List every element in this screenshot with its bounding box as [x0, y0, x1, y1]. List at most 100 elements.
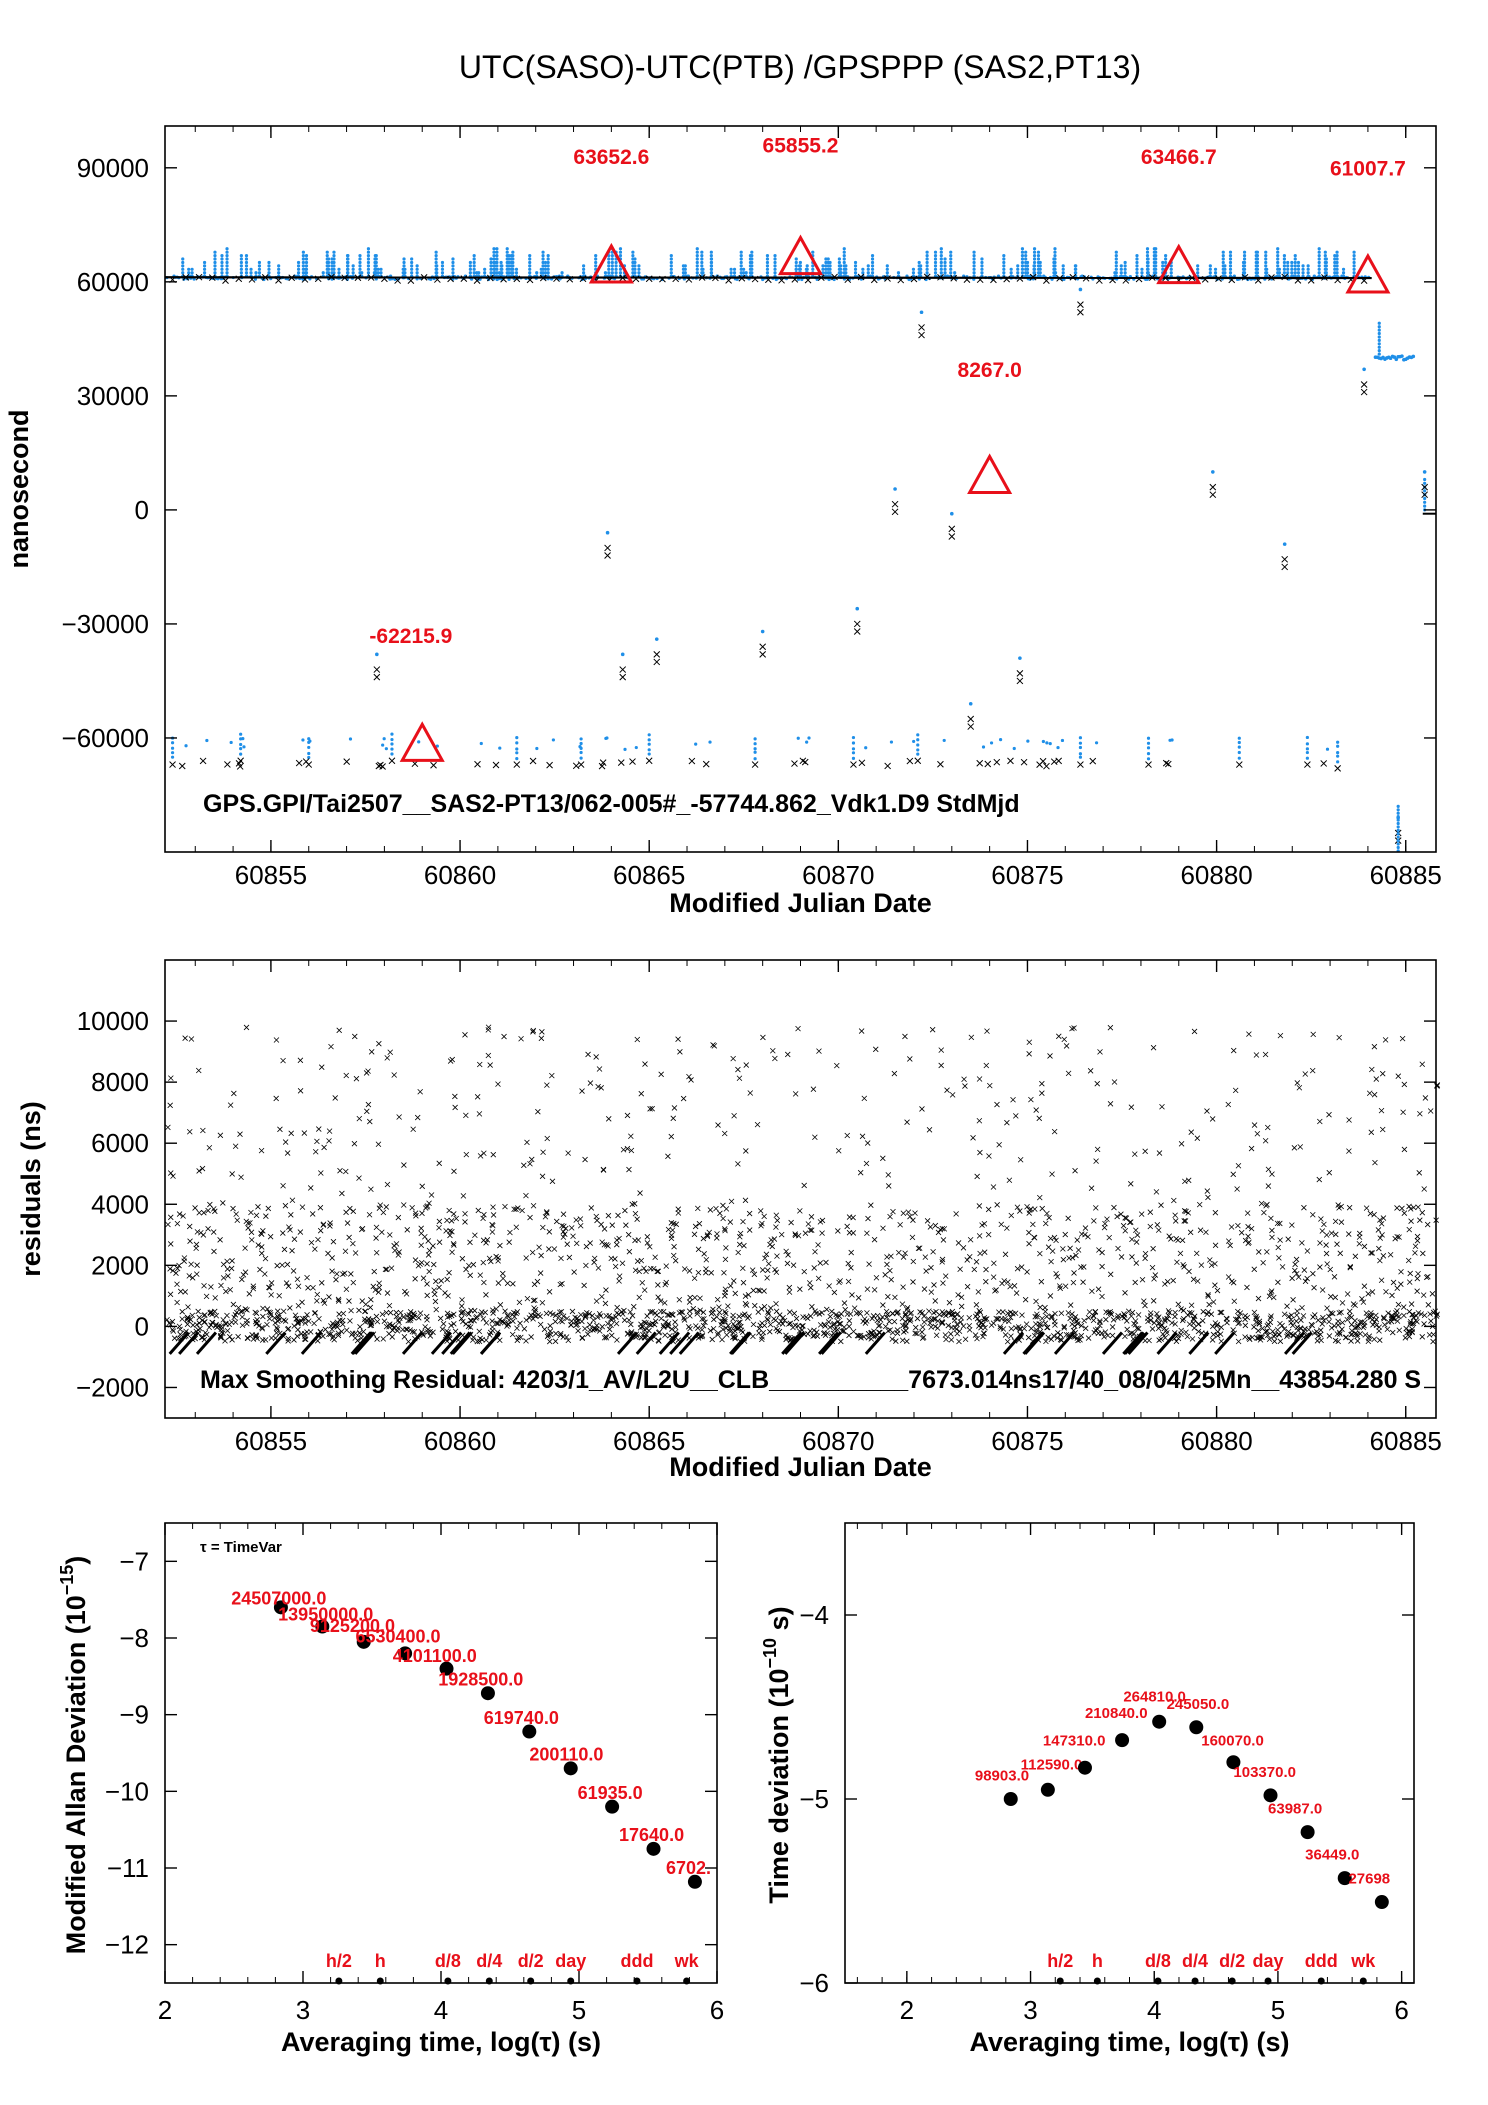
data-point: [808, 1214, 815, 1220]
data-point: [1415, 1270, 1421, 1277]
data-point: [1127, 1181, 1134, 1187]
data-point: [1036, 1194, 1043, 1201]
data-point: [1357, 1330, 1364, 1337]
data-point: [1174, 1259, 1180, 1266]
data-point: [434, 260, 438, 265]
data-point: [912, 739, 916, 744]
data-point: [1346, 1204, 1353, 1211]
data-point: [1146, 260, 1150, 265]
data-point: [1291, 1145, 1298, 1151]
data-point: [1135, 260, 1139, 265]
data-point: [346, 260, 350, 265]
data-point: [1142, 1255, 1148, 1262]
data-point: [275, 277, 282, 284]
data-point: [1109, 276, 1116, 284]
data-point: [1039, 757, 1047, 765]
data-point: [1396, 808, 1400, 812]
data-point: [618, 247, 623, 251]
data-point: [1242, 271, 1247, 275]
data-point: [490, 1151, 497, 1158]
data-point: [1205, 1194, 1211, 1201]
data-point: [1396, 811, 1400, 815]
data-point: [739, 254, 743, 258]
data-point: [1411, 354, 1416, 359]
data-point: [1225, 1101, 1232, 1108]
data-point: [1420, 1292, 1427, 1298]
data-point: [1002, 257, 1006, 261]
data-point: [557, 1330, 564, 1337]
data-point: [593, 1298, 600, 1304]
data-point: [481, 1211, 487, 1218]
data-point: [870, 267, 875, 271]
data-point: [489, 271, 493, 275]
data-point: [1150, 1044, 1157, 1051]
data-point: [192, 1205, 198, 1211]
data-point: [739, 267, 743, 271]
data-point: [348, 737, 353, 741]
data-point: [1235, 1222, 1241, 1229]
data-point: [928, 1289, 935, 1295]
data-point: [717, 1210, 723, 1217]
data-point: [579, 756, 583, 760]
data-point: [203, 1293, 210, 1300]
x-tick-label: 4: [434, 1995, 448, 2025]
data-point: [1196, 1201, 1203, 1208]
data-point: [1047, 1053, 1053, 1059]
data-point: [650, 1265, 657, 1272]
data-point: [1135, 257, 1139, 261]
data-point: [541, 260, 545, 265]
data-point: [1133, 1239, 1140, 1245]
data-point: [1038, 271, 1042, 275]
data-point: [430, 1243, 436, 1249]
data-point: [739, 264, 743, 268]
x-tick-label: 60855: [235, 1426, 307, 1456]
data-point: [837, 257, 841, 261]
data-point: [374, 254, 378, 258]
data-point: [1321, 1221, 1327, 1228]
tau-marker-dot: [1191, 1977, 1199, 1985]
data-point: [716, 1304, 722, 1310]
data-point: [864, 1310, 870, 1316]
data-point: [706, 1229, 713, 1236]
data-point: [570, 1233, 576, 1240]
data-point: [669, 267, 673, 271]
data-point: [582, 1325, 588, 1332]
data-point: [759, 1267, 766, 1273]
data-point: [451, 257, 455, 261]
data-point: [662, 1281, 669, 1288]
data-point: [165, 1124, 171, 1131]
data-point: [179, 1316, 185, 1322]
data-point: [308, 739, 312, 743]
data-point: [967, 715, 975, 723]
data-point: [687, 1325, 693, 1332]
data-point: [1161, 264, 1165, 268]
red-triangle-marker: [399, 721, 445, 762]
data-point: [194, 1321, 200, 1328]
data-point: [614, 260, 618, 265]
data-point: [1281, 273, 1289, 281]
data-point: [546, 257, 550, 261]
data-point: [507, 267, 511, 271]
data-point: [1242, 257, 1247, 261]
data-point: [933, 264, 938, 268]
data-point: [220, 257, 224, 261]
data-point: [317, 1204, 324, 1211]
data-point: [477, 1153, 484, 1159]
data-point: [387, 1049, 394, 1056]
data-point: [1276, 1331, 1282, 1338]
data-point: [716, 1309, 723, 1316]
data-point: [1324, 1261, 1330, 1267]
data-point: [984, 1028, 990, 1034]
data-point: [396, 1114, 402, 1120]
data-point: [1149, 1264, 1156, 1271]
data-point: [950, 511, 954, 516]
data-point: [1323, 1232, 1330, 1238]
data-point: [919, 1329, 925, 1335]
data-point: [290, 1268, 297, 1274]
data-point: [1213, 271, 1218, 275]
data-point: [346, 264, 350, 268]
data-point: [330, 267, 334, 271]
data-point: [1089, 757, 1097, 765]
data-point: [1323, 250, 1327, 254]
data-point: [182, 1289, 189, 1295]
